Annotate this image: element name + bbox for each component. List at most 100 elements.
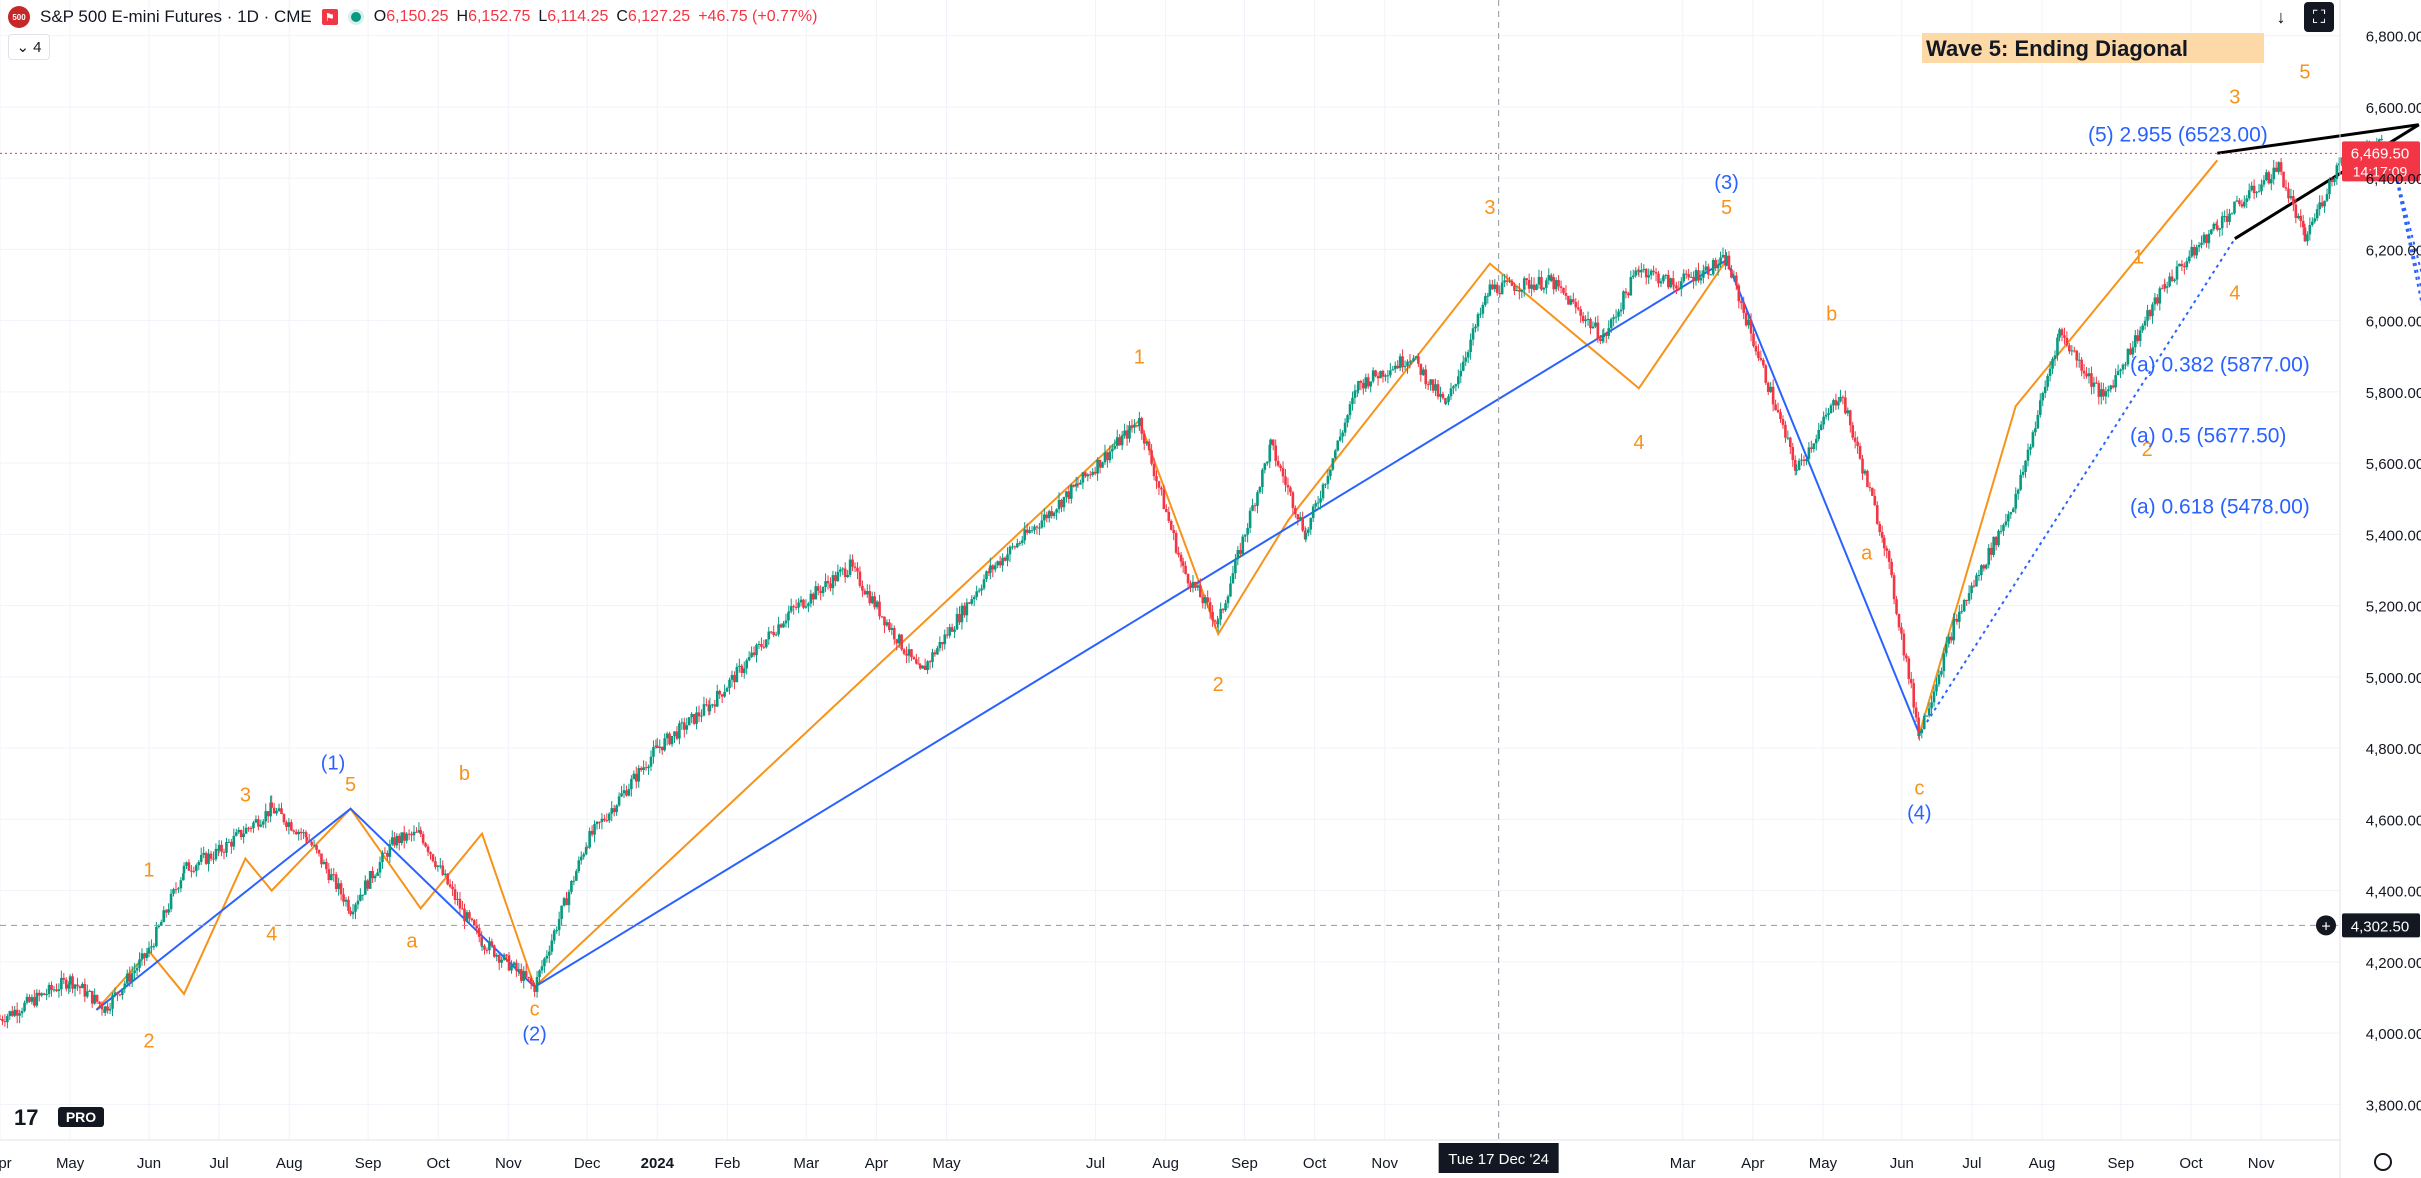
candle-body	[2187, 256, 2191, 262]
y-tick-label: 4,400.00	[2366, 884, 2421, 901]
candle-body	[347, 899, 350, 911]
candle-body	[1052, 512, 1056, 517]
candle-body	[996, 561, 999, 566]
candle-body	[1464, 357, 1467, 362]
candle-body	[2038, 400, 2042, 415]
symbol-logo[interactable]: 500	[8, 6, 30, 28]
add-alert-icon[interactable]	[2316, 915, 2336, 936]
wave-title: Wave 5: Ending Diagonal	[1926, 36, 2188, 61]
candle-body	[1754, 346, 1758, 352]
fullscreen-button[interactable]: ⛶	[2304, 2, 2334, 32]
candle-body	[2183, 266, 2186, 268]
x-tick-label: Jul	[1962, 1155, 1981, 1172]
candle-body	[2235, 200, 2239, 202]
candle-body	[1932, 691, 1936, 703]
candle-body	[294, 831, 298, 835]
candle-body	[1479, 313, 1482, 315]
candle-body	[1401, 356, 1404, 368]
candle-body	[2043, 386, 2047, 394]
projection-path[interactable]	[2391, 160, 2421, 435]
candle-body	[2380, 138, 2384, 140]
candle-body	[1351, 397, 1354, 405]
candle-body	[395, 835, 399, 846]
candle-body	[1652, 270, 1655, 273]
candle-body	[2102, 389, 2105, 397]
candle-body	[2218, 228, 2222, 230]
candle-body	[1403, 366, 1407, 368]
candle-body	[1155, 476, 1158, 482]
settings-gear-icon[interactable]	[2374, 1153, 2392, 1171]
candle-body	[1629, 277, 1633, 296]
candle-body	[1484, 296, 1487, 305]
candle-body	[1764, 365, 1768, 383]
x-tick-label: Jul	[1086, 1155, 1105, 1172]
wave-title-box[interactable]	[1922, 33, 2264, 63]
candle-body	[2272, 167, 2276, 180]
candle-body	[378, 862, 382, 873]
candle-body	[816, 586, 820, 591]
candle-body	[8, 1011, 12, 1017]
candle-body	[856, 567, 859, 572]
candle-body	[443, 873, 447, 875]
diagonal-upper-line[interactable]	[2217, 123, 2420, 155]
candle-body	[45, 994, 48, 996]
candle-body	[802, 599, 805, 608]
wave-line-orange[interactable]	[1918, 159, 2219, 735]
candle-body	[797, 602, 800, 608]
candle-body	[1241, 536, 1245, 554]
candle-body	[725, 688, 729, 692]
wave-line-blue[interactable]	[95, 258, 1921, 1011]
candle-body	[390, 837, 394, 845]
candle-body	[2007, 514, 2010, 522]
indicator-toggle-button[interactable]: ⌄ 4	[8, 34, 50, 60]
wave-label-orange: 5	[1721, 197, 1732, 219]
plus-icon: +	[2321, 918, 2330, 935]
wave-line-orange[interactable]	[95, 807, 536, 1011]
candle-body	[863, 590, 867, 595]
y-tick-label: 6,800.00	[2366, 29, 2421, 46]
symbol-title[interactable]: S&P 500 E-mini Futures · 1D · CME	[40, 7, 312, 26]
candle-body	[848, 559, 852, 571]
candle-body	[1706, 266, 1710, 275]
candle-body	[1142, 433, 1146, 444]
candle-body	[490, 941, 494, 946]
candle-body	[473, 920, 476, 926]
candle-body	[52, 989, 56, 991]
candle-body	[918, 664, 922, 669]
candle-body	[921, 665, 924, 669]
candle-body	[2109, 385, 2113, 390]
candle-body	[2170, 276, 2174, 281]
candle-body	[787, 611, 791, 613]
candle-body	[730, 675, 734, 680]
scroll-down-button[interactable]: ↓	[2266, 2, 2296, 32]
candle-body	[1030, 530, 1034, 532]
candle-body	[95, 994, 99, 1002]
candle-body	[1253, 505, 1257, 507]
projection-path[interactable]	[2391, 160, 2421, 364]
y-tick-label: 6,200.00	[2366, 242, 2421, 259]
wave-label-orange: 5	[2299, 61, 2310, 83]
candle-body	[1047, 511, 1051, 519]
candle-body	[1614, 316, 1618, 318]
candle-body	[461, 908, 464, 910]
candlestick-series	[0, 134, 2384, 1029]
candle-body	[37, 992, 41, 996]
candle-body	[1281, 468, 1285, 477]
tradingview-logo[interactable]: 17	[14, 1105, 38, 1130]
symbol-header: 500 S&P 500 E-mini Futures · 1D · CME ⚑ …	[8, 4, 817, 30]
candle-body	[1807, 447, 1811, 459]
candle-body	[1749, 319, 1753, 334]
candle-body	[612, 808, 616, 813]
candle-body	[1589, 319, 1592, 329]
projection-path[interactable]	[2391, 160, 2421, 506]
flag-icon[interactable]: ⚑	[321, 9, 338, 25]
candle-body	[116, 992, 119, 995]
candle-body	[421, 834, 425, 844]
candle-body	[1421, 369, 1425, 375]
candle-body	[1461, 361, 1465, 371]
candle-body	[1786, 437, 1790, 439]
wave-dotted-trend[interactable]	[1918, 238, 2236, 735]
candle-body	[259, 824, 263, 827]
candle-body	[1624, 291, 1628, 294]
